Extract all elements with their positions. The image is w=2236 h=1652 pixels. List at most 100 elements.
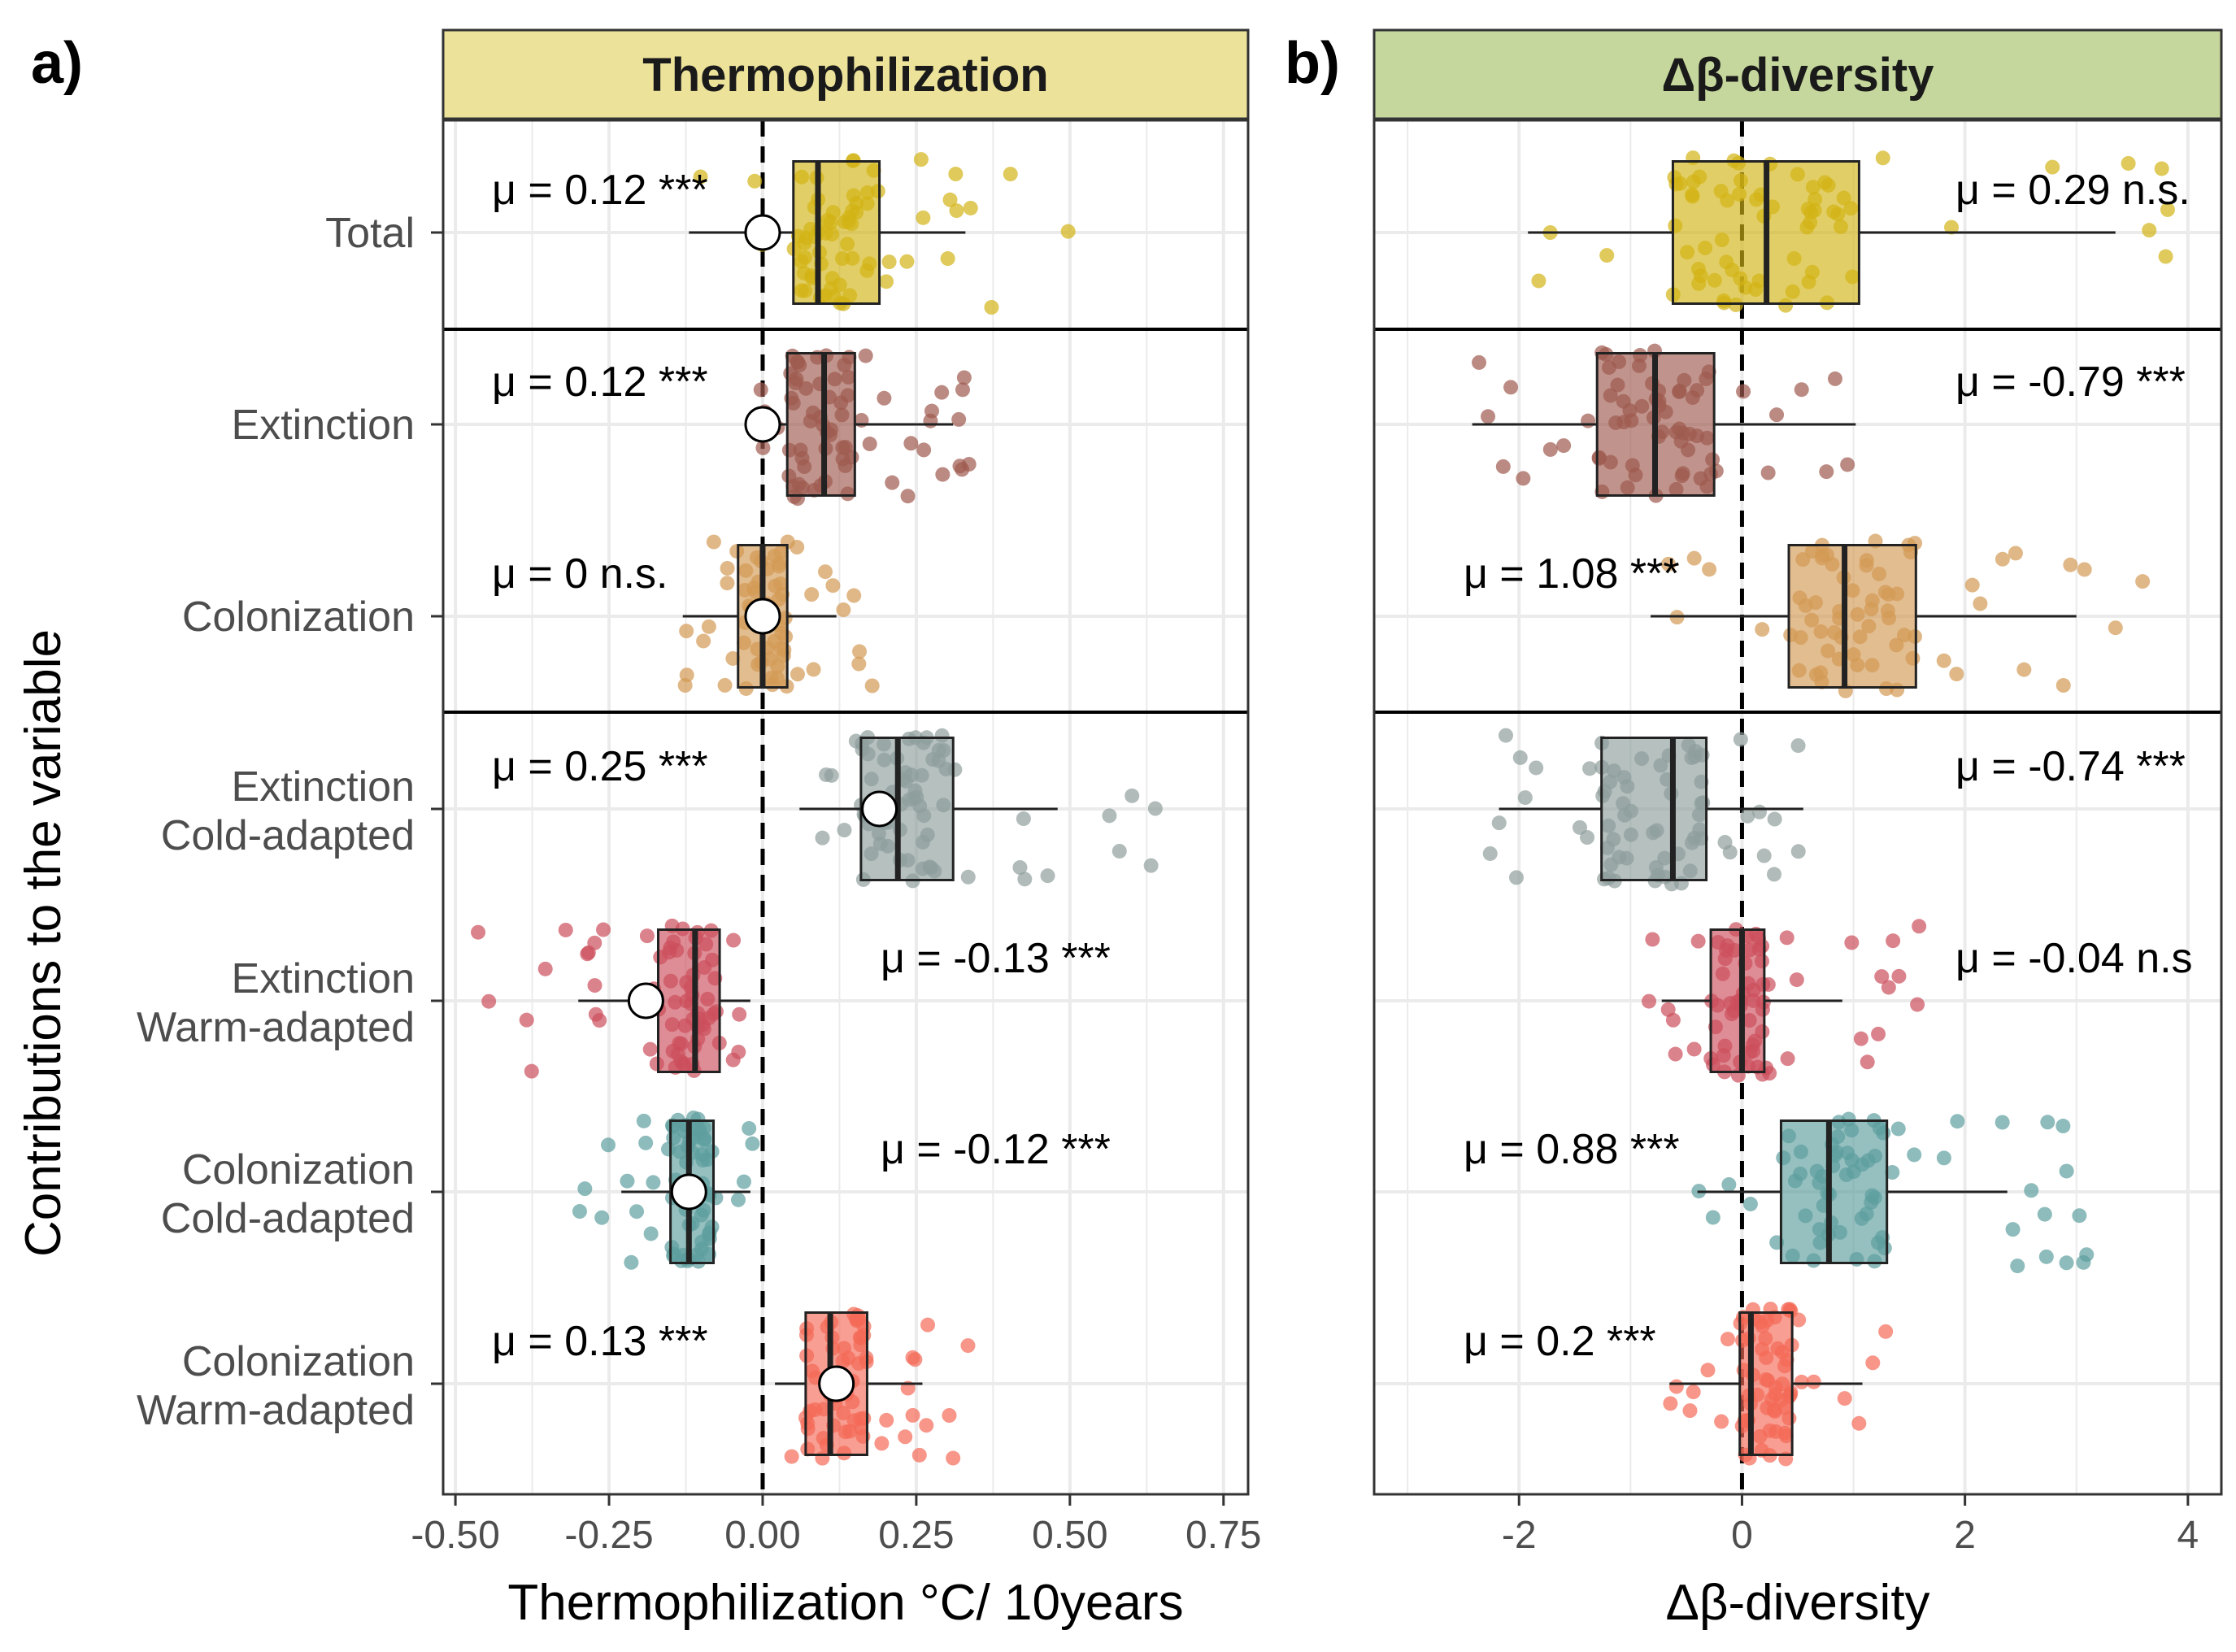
mean-marker [744,598,781,635]
data-point [2077,562,2092,577]
category-label: Colonization Warm-adapted [137,1338,415,1434]
data-point [1599,248,1615,263]
data-point [948,167,964,182]
category-label: Extinction Cold-adapted [161,763,415,859]
x-tick-label: -2 [1502,1514,1537,1557]
y-axis-label: Contributions to the variable [15,629,72,1257]
data-point [951,411,967,427]
data-point [1794,382,1809,398]
data-point [1125,788,1140,803]
data-point [2010,1259,2025,1274]
data-point [903,436,919,451]
data-point [720,576,735,591]
data-point [2016,662,2032,677]
data-point [960,1338,976,1354]
data-point [924,403,939,419]
data-point [1542,441,1558,457]
data-point [572,1204,587,1219]
data-point [852,644,868,659]
data-point [1762,1066,1777,1081]
data-point [677,678,693,693]
facet-title: Δβ-diversity [1662,49,1934,102]
mu-label: μ = 0.12 *** [492,359,708,406]
box [859,737,955,881]
data-point [1016,811,1031,827]
data-point [899,254,915,269]
data-point [851,656,867,672]
box-series: μ = 0.25 *** [492,728,1163,889]
data-point [862,437,877,452]
data-point [2135,574,2151,589]
data-point [2008,546,2023,561]
mu-label: μ = -0.79 *** [1955,359,2186,406]
data-point [2158,249,2173,264]
box [1779,1119,1889,1264]
panel-border [442,119,1250,1496]
data-point [984,300,999,315]
data-point [596,922,611,937]
x-tick-label: -0.25 [564,1514,653,1557]
data-point [1733,732,1748,747]
data-point [916,442,932,458]
data-point [1012,860,1028,876]
box [1709,928,1766,1073]
data-point [1003,167,1018,182]
shared-labels: Contributions to the variable Total Extin… [15,210,443,1434]
data-point [742,1120,757,1136]
facet-strip [1372,28,2223,120]
data-point [955,382,970,398]
data-point [1531,273,1546,289]
mu-label: μ = -0.13 *** [881,935,1111,982]
data-point [1714,1414,1729,1429]
data-point [1780,1051,1795,1067]
data-point [1995,551,2010,567]
data-point [1886,933,1901,949]
mu-label: μ = 0.25 *** [492,743,708,790]
data-point [942,192,958,207]
x-tick-label: 0.50 [1032,1514,1107,1557]
data-point [558,922,573,937]
data-point [519,1012,534,1028]
data-point [642,1041,658,1057]
data-point [1755,622,1770,637]
box [792,160,881,305]
data-point [1912,919,1927,934]
data-point [1512,750,1528,765]
data-point [1017,872,1033,887]
data-point [1690,933,1706,949]
box-series: μ = 1.08 *** [1464,533,2151,698]
x-tick-label: 0.75 [1185,1514,1261,1557]
box [1600,737,1708,881]
data-point [911,1447,927,1463]
data-point [601,1137,616,1153]
data-point [1147,801,1163,816]
data-point [837,823,852,838]
data-point [1875,150,1890,166]
data-point [1682,1403,1698,1419]
data-point [1936,1150,1951,1166]
data-point [481,993,497,1009]
mu-label: μ = 0.29 n.s. [1955,167,2190,214]
data-point [1910,997,1925,1012]
data-point [1760,465,1776,480]
data-point [825,578,841,593]
data-point [946,1450,961,1466]
data-point [1481,409,1496,424]
data-point [2055,1119,2071,1134]
data-point [1819,464,1834,480]
data-point [1891,968,1907,984]
data-point [1769,407,1785,423]
data-point [2160,202,2175,217]
data-point [1642,993,1657,1009]
data-point [1722,845,1738,860]
data-point [1736,384,1751,399]
x-tick-label: 4 [2177,1514,2199,1557]
data-point [1944,220,1960,235]
data-point [2079,1247,2095,1263]
data-point [1791,1312,1807,1328]
data-point [907,1352,923,1367]
data-point [1686,1385,1701,1400]
data-point [885,475,900,490]
data-point [1860,1054,1875,1070]
data-point [900,489,916,504]
